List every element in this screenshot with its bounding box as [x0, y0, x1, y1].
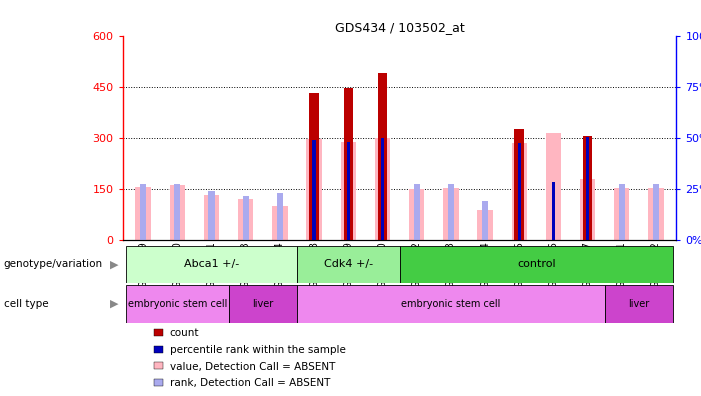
- Bar: [135, 187, 151, 240]
- Bar: [306, 139, 322, 240]
- Bar: [517, 143, 521, 240]
- Bar: [583, 136, 592, 240]
- Text: control: control: [517, 259, 556, 269]
- Bar: [378, 73, 387, 240]
- Bar: [381, 137, 384, 240]
- Bar: [126, 246, 297, 283]
- Bar: [614, 188, 629, 240]
- Bar: [580, 179, 595, 240]
- Text: Cdk4 +/-: Cdk4 +/-: [324, 259, 373, 269]
- Bar: [448, 184, 454, 240]
- Bar: [272, 206, 287, 240]
- Text: ▶: ▶: [110, 259, 118, 269]
- Bar: [297, 285, 605, 323]
- Text: genotype/variation: genotype/variation: [4, 259, 102, 269]
- Text: liver: liver: [628, 299, 650, 309]
- Text: ▶: ▶: [110, 299, 118, 309]
- Bar: [175, 184, 180, 240]
- Bar: [309, 93, 319, 240]
- Text: count: count: [170, 328, 199, 339]
- Bar: [341, 142, 356, 240]
- Bar: [653, 184, 659, 240]
- Text: value, Detection Call = ABSENT: value, Detection Call = ABSENT: [170, 362, 335, 372]
- Bar: [229, 285, 297, 323]
- Bar: [619, 184, 625, 240]
- Bar: [512, 143, 527, 240]
- Bar: [313, 140, 316, 240]
- Bar: [343, 88, 353, 240]
- Text: Abca1 +/-: Abca1 +/-: [184, 259, 239, 269]
- Bar: [409, 189, 424, 240]
- Bar: [400, 246, 673, 283]
- Bar: [277, 193, 283, 240]
- Title: GDS434 / 103502_at: GDS434 / 103502_at: [334, 21, 465, 34]
- Bar: [545, 133, 561, 240]
- Bar: [208, 191, 215, 240]
- Bar: [477, 209, 493, 240]
- Bar: [648, 188, 664, 240]
- Bar: [414, 184, 420, 240]
- Bar: [140, 184, 147, 240]
- Bar: [375, 137, 390, 240]
- Bar: [515, 129, 524, 240]
- Text: liver: liver: [252, 299, 273, 309]
- Text: cell type: cell type: [4, 299, 48, 309]
- Bar: [238, 199, 254, 240]
- Bar: [552, 182, 555, 240]
- Bar: [586, 137, 590, 240]
- Bar: [482, 201, 488, 240]
- Bar: [297, 246, 400, 283]
- Bar: [379, 137, 386, 240]
- Bar: [126, 285, 229, 323]
- Bar: [243, 196, 249, 240]
- Bar: [605, 285, 673, 323]
- Text: rank, Detection Call = ABSENT: rank, Detection Call = ABSENT: [170, 378, 330, 388]
- Text: embryonic stem cell: embryonic stem cell: [128, 299, 227, 309]
- Text: embryonic stem cell: embryonic stem cell: [401, 299, 501, 309]
- Bar: [170, 185, 185, 240]
- Text: percentile rank within the sample: percentile rank within the sample: [170, 345, 346, 355]
- Bar: [204, 195, 219, 240]
- Bar: [443, 188, 458, 240]
- Bar: [346, 142, 350, 240]
